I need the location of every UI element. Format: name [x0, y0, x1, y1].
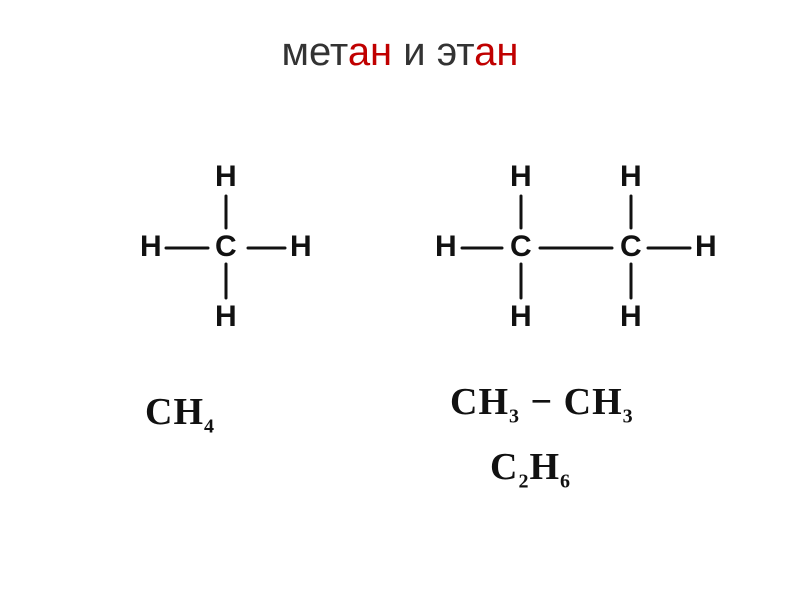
- title-red1: ан: [348, 30, 392, 74]
- page-title: метан и этан: [0, 30, 800, 75]
- ethane-hydrogen: H: [510, 160, 532, 194]
- title-part2: и эт: [392, 30, 474, 74]
- methane-molecular-formula: CH4: [145, 390, 215, 439]
- ethane-hydrogen: H: [695, 230, 717, 264]
- methane-carbon: C: [215, 230, 237, 264]
- methane-hydrogen: H: [215, 300, 237, 334]
- ethane-molecular-formula: C2H6: [490, 445, 571, 494]
- ethane-hydrogen: H: [510, 300, 532, 334]
- ethane-hydrogen: H: [620, 160, 642, 194]
- ethane-hydrogen: H: [435, 230, 457, 264]
- ethane-hydrogen: H: [620, 300, 642, 334]
- methane-hydrogen: H: [215, 160, 237, 194]
- methane-hydrogen: H: [140, 230, 162, 264]
- methane-hydrogen: H: [290, 230, 312, 264]
- title-part1: мет: [282, 30, 348, 74]
- ethane-carbon: C: [510, 230, 532, 264]
- ethane-carbon: C: [620, 230, 642, 264]
- title-red2: ан: [474, 30, 518, 74]
- ethane-condensed-formula: CH3 − CH3: [450, 380, 634, 429]
